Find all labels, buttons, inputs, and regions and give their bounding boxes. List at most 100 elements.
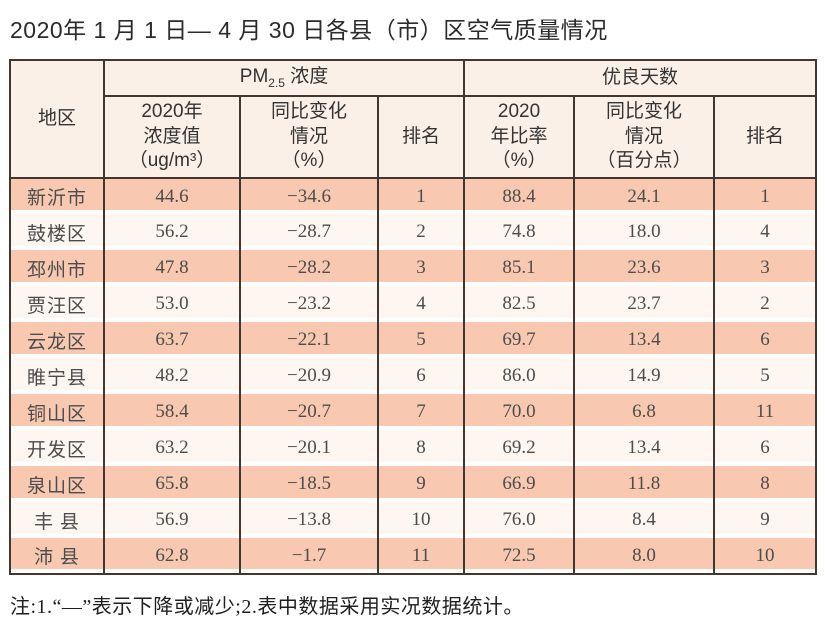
days-change-cell: 14.9 <box>573 358 716 395</box>
pm-change-cell: −20.1 <box>239 430 379 467</box>
pm-change-cell: −18.5 <box>239 466 379 503</box>
days-rank-cell: 10 <box>713 538 818 575</box>
pm-rank-cell: 3 <box>376 250 466 287</box>
table-row: 沛 县 62.8 −1.7 11 72.5 8.0 10 <box>9 538 818 575</box>
header-row-subcolumns: 2020年 浓度值 （ug/m³） 同比变化 情况 （%） 排名 2020 年比… <box>10 94 818 180</box>
days-rank-cell: 6 <box>713 322 818 359</box>
pm-change-cell: −20.7 <box>239 394 379 431</box>
pm-value-cell: 56.9 <box>103 502 241 539</box>
pm-value-cell: 62.8 <box>103 538 241 575</box>
pm25-label-prefix: PM <box>239 65 269 87</box>
table-row: 铜山区 58.4 −20.7 7 70.0 6.8 11 <box>9 394 818 431</box>
pm-rank-cell: 1 <box>376 178 466 215</box>
table-row: 新沂市 44.6 −34.6 1 88.4 24.1 1 <box>9 178 818 215</box>
days-change-cell: 23.7 <box>573 286 716 323</box>
pm-value-cell: 47.8 <box>103 250 241 287</box>
days-change-cell: 13.4 <box>573 322 716 359</box>
pm-rank-cell: 10 <box>376 502 466 539</box>
pm-value-cell: 44.6 <box>103 178 241 215</box>
days-ratio-cell: 70.0 <box>463 394 576 431</box>
col-header-pm-change: 同比变化 情况 （%） <box>239 94 379 180</box>
days-rank-cell: 11 <box>713 394 818 431</box>
pm-value-cell: 48.2 <box>103 358 241 395</box>
days-change-cell: 8.0 <box>573 538 716 575</box>
pm-change-cell: −28.2 <box>239 250 379 287</box>
region-cell: 新沂市 <box>9 178 105 215</box>
pm-value-cell: 65.8 <box>103 466 241 503</box>
table-header: 地区 PM2.5 浓度 优良天数 2020年 浓度值 （ug/m³） 同比变化 … <box>9 58 818 180</box>
pm-rank-cell: 5 <box>376 322 466 359</box>
pm-change-cell: −23.2 <box>239 286 379 323</box>
air-quality-table: 地区 PM2.5 浓度 优良天数 2020年 浓度值 （ug/m³） 同比变化 … <box>9 58 818 576</box>
days-rank-cell: 5 <box>713 358 818 395</box>
pm-rank-cell: 2 <box>376 214 466 251</box>
days-ratio-cell: 88.4 <box>463 178 576 215</box>
days-change-cell: 13.4 <box>573 430 716 467</box>
pm-value-cell: 56.2 <box>103 214 241 251</box>
pm-rank-cell: 11 <box>376 538 466 575</box>
days-rank-cell: 2 <box>713 286 818 323</box>
region-cell: 开发区 <box>9 430 105 467</box>
table-row: 鼓楼区 56.2 −28.7 2 74.8 18.0 4 <box>9 214 818 251</box>
col-header-pm25: PM2.5 浓度 <box>102 59 466 97</box>
days-rank-cell: 6 <box>713 430 818 467</box>
days-change-cell: 24.1 <box>573 178 716 215</box>
region-cell: 铜山区 <box>9 394 105 431</box>
page-title: 2020年 1 月 1 日— 4 月 30 日各县（市）区空气质量情况 <box>10 17 608 43</box>
days-rank-cell: 1 <box>713 178 818 215</box>
days-change-cell: 23.6 <box>573 250 716 287</box>
pm-value-cell: 63.2 <box>103 430 241 467</box>
footnote: 注:1.“—”表示下降或减少;2.表中数据采用实况数据统计。 <box>10 596 524 619</box>
pm-rank-cell: 4 <box>376 286 466 323</box>
pm25-label-suffix: 浓度 <box>284 65 329 87</box>
days-ratio-cell: 69.7 <box>463 322 576 359</box>
region-cell: 云龙区 <box>9 322 105 359</box>
days-ratio-cell: 74.8 <box>463 214 576 251</box>
days-change-cell: 11.8 <box>573 466 716 503</box>
pm-change-cell: −22.1 <box>239 322 379 359</box>
table-row: 丰 县 56.9 −13.8 10 76.0 8.4 9 <box>9 502 818 539</box>
col-header-days-change: 同比变化 情况 （百分点） <box>573 94 716 180</box>
pm-value-cell: 58.4 <box>103 394 241 431</box>
header-row-groups: 地区 PM2.5 浓度 优良天数 <box>9 58 818 180</box>
days-ratio-cell: 82.5 <box>463 286 576 323</box>
col-header-good-days: 优良天数 <box>463 59 818 97</box>
region-cell: 鼓楼区 <box>9 214 105 251</box>
pm-rank-cell: 9 <box>376 466 466 503</box>
region-cell: 沛 县 <box>9 538 105 575</box>
col-header-region: 地区 <box>9 58 105 180</box>
table-row: 泉山区 65.8 −18.5 9 66.9 11.8 8 <box>9 466 818 503</box>
pm25-label-subscript: 2.5 <box>268 75 285 90</box>
pm-change-cell: −13.8 <box>239 502 379 539</box>
days-change-cell: 6.8 <box>573 394 716 431</box>
table-row: 云龙区 63.7 −22.1 5 69.7 13.4 6 <box>9 322 818 359</box>
col-header-pm-value: 2020年 浓度值 （ug/m³） <box>103 94 241 180</box>
pm-change-cell: −1.7 <box>239 538 379 575</box>
col-header-days-ratio: 2020 年比率 （%） <box>463 94 576 180</box>
days-ratio-cell: 66.9 <box>463 466 576 503</box>
pm-rank-cell: 7 <box>376 394 466 431</box>
days-ratio-cell: 76.0 <box>463 502 576 539</box>
days-change-cell: 18.0 <box>573 214 716 251</box>
table-body: 新沂市 44.6 −34.6 1 88.4 24.1 1 鼓楼区 56.2 −28.7 2 74.8 1… <box>9 178 818 575</box>
pm-change-cell: −20.9 <box>239 358 379 395</box>
col-header-pm-rank: 排名 <box>376 94 466 180</box>
days-rank-cell: 3 <box>713 250 818 287</box>
region-cell: 睢宁县 <box>9 358 105 395</box>
table-row: 睢宁县 48.2 −20.9 6 86.0 14.9 5 <box>9 358 818 395</box>
region-cell: 邳州市 <box>9 250 105 287</box>
pm-rank-cell: 6 <box>376 358 466 395</box>
days-rank-cell: 8 <box>713 466 818 503</box>
pm-rank-cell: 8 <box>376 430 466 467</box>
region-cell: 泉山区 <box>9 466 105 503</box>
days-rank-cell: 4 <box>713 214 818 251</box>
pm-value-cell: 53.0 <box>103 286 241 323</box>
days-rank-cell: 9 <box>713 502 818 539</box>
pm-change-cell: −34.6 <box>239 178 379 215</box>
table-row: 贾汪区 53.0 −23.2 4 82.5 23.7 2 <box>9 286 818 323</box>
days-ratio-cell: 69.2 <box>463 430 576 467</box>
pm-value-cell: 63.7 <box>103 322 241 359</box>
days-ratio-cell: 72.5 <box>463 538 576 575</box>
pm-change-cell: −28.7 <box>239 214 379 251</box>
